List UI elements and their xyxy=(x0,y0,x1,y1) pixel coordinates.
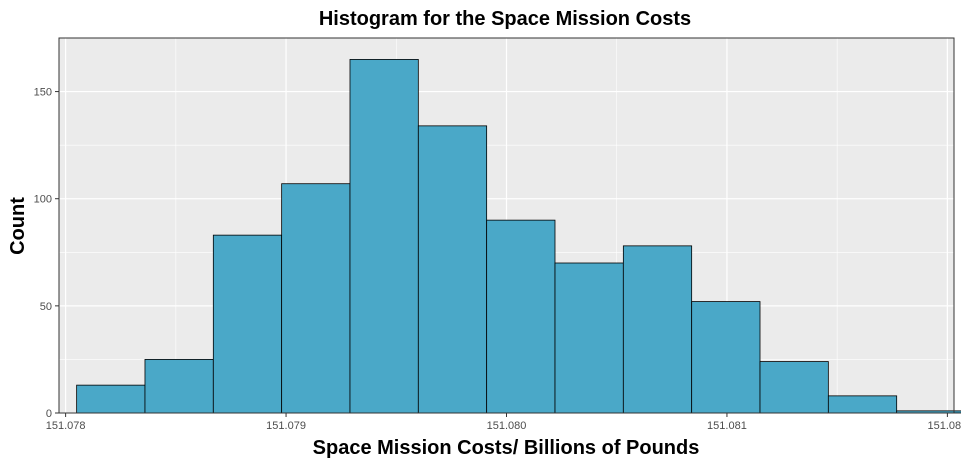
x-tick-label: 151.080 xyxy=(487,420,527,432)
histogram-bar xyxy=(144,359,214,414)
histogram-bar xyxy=(281,183,351,414)
x-tick-label: 151.079 xyxy=(266,420,306,432)
y-axis-title: Count xyxy=(7,197,29,255)
x-axis-title: Space Mission Costs/ Billions of Pounds xyxy=(313,437,700,459)
histogram-bar xyxy=(691,301,761,414)
y-axis-ticks: 0 50 100 150 xyxy=(34,87,59,420)
x-tick-label: 151.081 xyxy=(707,420,747,432)
histogram-bar xyxy=(76,384,146,414)
histogram-bars xyxy=(76,59,961,414)
y-tick-label: 0 xyxy=(46,408,52,420)
histogram-bar xyxy=(554,262,624,414)
x-axis-ticks: 151.078 151.079 151.080 151.081 151.082 xyxy=(46,413,961,432)
panel-border xyxy=(58,37,955,414)
chart-title: Histogram for the Space Mission Costs xyxy=(319,8,691,30)
y-tick-label: 50 xyxy=(40,301,52,313)
histogram-bar xyxy=(212,234,283,414)
histogram-bar xyxy=(486,219,556,414)
histogram-bar xyxy=(417,125,488,414)
histogram-bar xyxy=(827,395,898,414)
histogram-bar xyxy=(622,245,693,414)
x-tick-label: 151.082 xyxy=(928,420,961,432)
y-tick-label: 150 xyxy=(34,87,52,99)
y-tick-label: 100 xyxy=(34,194,52,206)
histogram-bar xyxy=(759,361,829,414)
histogram-bar xyxy=(349,59,419,414)
x-tick-label: 151.078 xyxy=(46,420,86,432)
